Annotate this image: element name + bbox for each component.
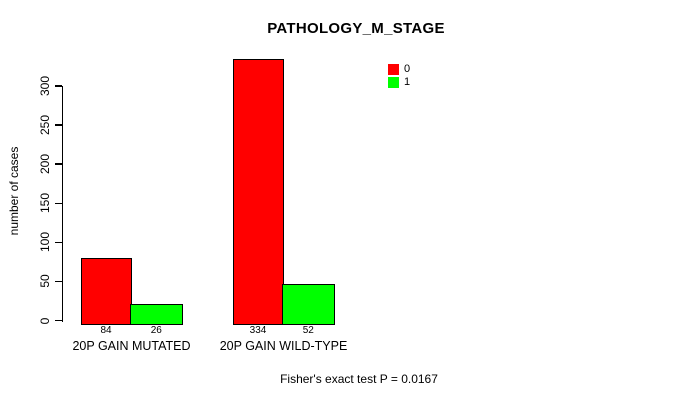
bar-1-20p-gain-wild-type: [282, 283, 335, 325]
y-tick: [54, 124, 62, 126]
chart-title: PATHOLOGY_M_STAGE: [267, 20, 445, 37]
y-tick: [54, 241, 62, 244]
bar-0-20p-gain-wild-type: [232, 59, 284, 325]
y-axis-title: number of cases: [7, 146, 21, 236]
bar-value-label: 52: [302, 324, 314, 336]
y-tick: [54, 319, 62, 322]
y-tick-label: 100: [38, 232, 52, 253]
y-tick: [54, 202, 62, 204]
y-tick-label: 200: [38, 154, 52, 175]
y-tick-label: 50: [38, 274, 52, 289]
legend-swatch-green-icon: [388, 77, 399, 88]
x-category-label-20p-gain-mutated: 20P GAIN MUTATED: [72, 339, 191, 353]
y-tick-label: 300: [38, 75, 52, 97]
bar-value-label: 334: [249, 324, 267, 336]
legend-swatch-red-icon: [388, 64, 399, 75]
y-tick-label: 0: [38, 317, 52, 324]
bar-value-label: 84: [100, 324, 112, 336]
bar-0-20p-gain-mutated: [80, 258, 132, 325]
y-tick-label: 250: [38, 115, 52, 136]
legend-label-1: 1: [404, 76, 411, 88]
legend-label-0: 0: [404, 63, 411, 75]
bar-1-20p-gain-mutated: [130, 304, 183, 325]
x-category-label-20p-gain-wild-type: 20P GAIN WILD-TYPE: [219, 339, 348, 353]
y-tick-label: 150: [38, 193, 52, 214]
legend-entry-0: 0: [388, 63, 410, 76]
y-axis-line: [62, 86, 64, 322]
bar-value-label: 26: [150, 324, 162, 336]
fisher-test-annotation: Fisher's exact test P = 0.0167: [280, 371, 438, 386]
y-tick: [54, 163, 62, 165]
y-tick: [54, 280, 62, 283]
legend-entry-1: 1: [388, 76, 410, 89]
y-tick: [54, 85, 62, 87]
legend: 0 1: [388, 63, 410, 89]
